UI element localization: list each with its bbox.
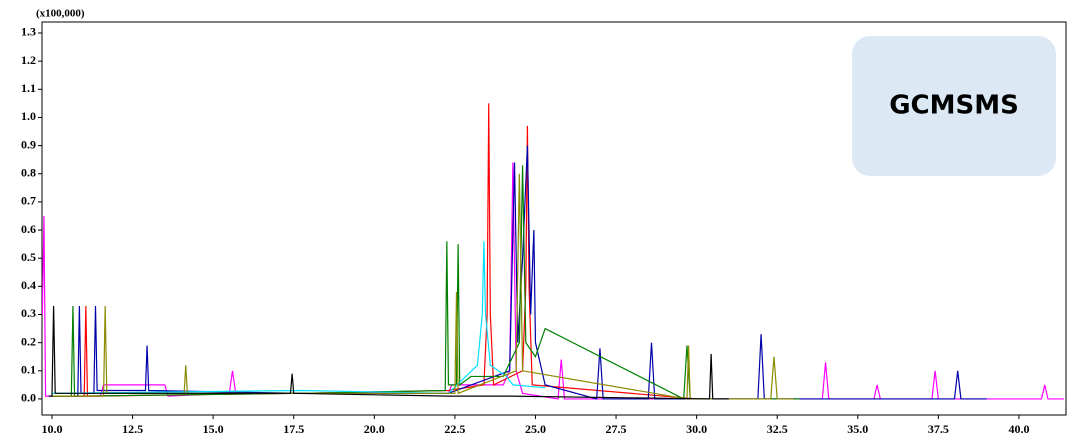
y-tick-label: 0.5 — [21, 250, 36, 264]
y-tick-label: 0.3 — [21, 306, 36, 320]
x-tick-label: 25.0 — [525, 422, 546, 436]
y-tick-label: 0.8 — [21, 165, 36, 179]
y-tick-label: 0.1 — [21, 363, 36, 377]
y-tick-label: 1.3 — [21, 25, 36, 39]
y-tick-label: 0.0 — [21, 391, 36, 405]
y-tick-label: 0.2 — [21, 334, 36, 348]
y-tick-label: 1.1 — [21, 81, 36, 95]
x-tick-label: 10.0 — [41, 422, 62, 436]
series-line — [51, 165, 800, 400]
x-tick-label: 22.5 — [444, 422, 465, 436]
x-tick-label: 32.5 — [767, 422, 788, 436]
y-tick-label: 1.2 — [21, 53, 36, 67]
y-tick-label: 0.7 — [21, 194, 36, 208]
series-line — [51, 145, 987, 400]
y-tick-label: 0.4 — [21, 278, 36, 292]
x-tick-label: 12.5 — [122, 422, 143, 436]
x-tick-label: 37.5 — [928, 422, 949, 436]
y-tick-label: 0.9 — [21, 137, 36, 151]
x-tick-label: 40.0 — [1008, 422, 1029, 436]
plot-frame — [41, 21, 1067, 416]
annotation: GCMSMS — [889, 91, 1019, 121]
x-tick-label: 17.5 — [283, 422, 304, 436]
series-line — [51, 173, 794, 400]
y-unit-label: (x100,000) — [36, 8, 85, 20]
series-line — [51, 241, 546, 394]
x-tick-label: 30.0 — [686, 422, 707, 436]
x-tick-label: 20.0 — [364, 422, 385, 436]
y-tick-label: 0.6 — [21, 222, 36, 236]
x-tick-label: 15.0 — [203, 422, 224, 436]
x-tick-label: 27.5 — [606, 422, 627, 436]
series-line — [42, 162, 1065, 400]
x-tick-label: 35.0 — [847, 422, 868, 436]
annotation-box — [852, 36, 1056, 176]
series-line — [48, 306, 729, 400]
y-tick-label: 1.0 — [21, 109, 36, 123]
